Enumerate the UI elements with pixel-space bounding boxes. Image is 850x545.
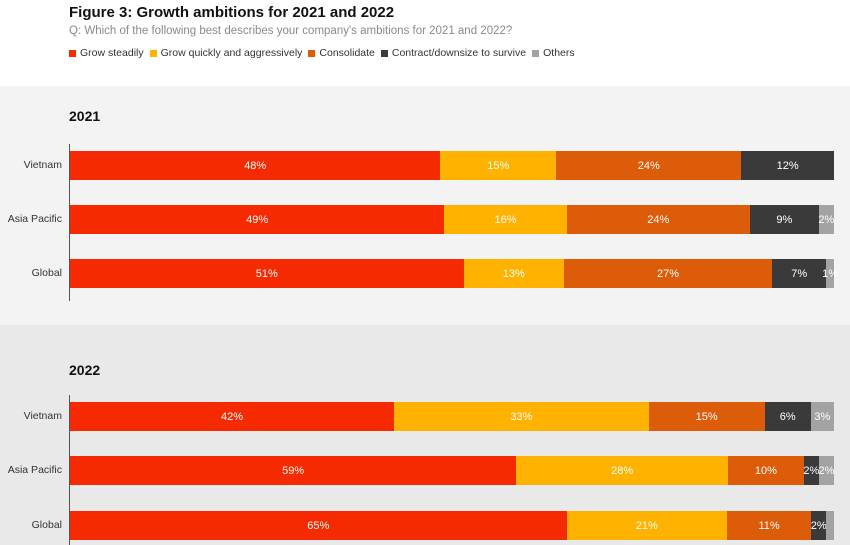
data-label: 49%	[246, 213, 269, 226]
data-label: 33%	[510, 410, 533, 423]
bar-segment: 28%	[516, 456, 729, 485]
bar-segment: 6%	[764, 402, 811, 431]
data-label: 24%	[637, 159, 660, 172]
panel-2022: 2022 Vietnam 42% 33% 15% 6% 3% Asia Pacific 59% 2…	[0, 325, 850, 545]
category-label: Vietnam	[23, 410, 62, 422]
bar-segment: 7%	[772, 259, 827, 288]
legend-swatch	[149, 49, 157, 57]
bar-segment: 1%	[822, 259, 838, 288]
data-label: 15%	[695, 410, 718, 423]
bar-segment: 51%	[70, 259, 464, 288]
data-label: 48%	[244, 159, 267, 172]
legend-swatch	[532, 49, 540, 57]
data-label: 2%	[810, 519, 827, 532]
data-label: 16%	[494, 213, 517, 226]
bar-segment: 24%	[566, 205, 750, 234]
bar-segment: 2%	[803, 456, 820, 485]
data-label: 9%	[776, 213, 793, 226]
bar-segment: 42%	[70, 402, 395, 431]
legend: Grow steadily Grow quickly and aggressive…	[69, 47, 581, 59]
data-label: 24%	[647, 213, 670, 226]
panel-2021: 2021 Vietnam 48% 15% 24% 12% Asia Pacific 49% 16…	[0, 86, 850, 325]
data-label: 51%	[255, 267, 278, 280]
chart-header: Figure 3: Growth ambitions for 2021 and …	[0, 0, 850, 86]
stacked-bar: 51% 13% 27% 7% 1%	[70, 259, 838, 288]
data-label: 27%	[657, 267, 680, 280]
stacked-bar: 49% 16% 24% 9% 2%	[70, 205, 834, 234]
data-label: 65%	[307, 519, 330, 532]
bar-segment: 13%	[463, 259, 564, 288]
bar-segment: 15%	[440, 151, 557, 180]
legend-item: Contract/downsize to survive	[380, 47, 527, 59]
legend-item: Others	[532, 47, 575, 59]
stacked-bar: 59% 28% 10% 2% 2%	[70, 456, 834, 485]
chart-year-title: 2022	[69, 362, 101, 378]
legend-label: Contract/downsize to survive	[391, 47, 527, 59]
bar-segment: 15%	[648, 402, 765, 431]
legend-swatch	[69, 49, 76, 57]
bar-segment: 12%	[741, 151, 834, 180]
bar-segment: 3%	[810, 402, 834, 431]
bar-segment: 49%	[70, 205, 445, 234]
category-label: Asia Pacific	[7, 213, 62, 225]
bar-segment: 48%	[70, 151, 441, 180]
legend-label: Grow quickly and aggressively	[160, 47, 303, 59]
category-label: Asia Pacific	[7, 464, 62, 476]
category-label: Vietnam	[23, 159, 62, 171]
data-label: 2%	[818, 464, 835, 477]
data-label: 10%	[754, 464, 777, 477]
bar-segment: 2%	[818, 456, 835, 485]
data-label: 15%	[487, 159, 510, 172]
chart-subtitle: Q: Which of the following best describes…	[69, 25, 513, 37]
bar-segment	[826, 511, 834, 540]
legend-item: Grow steadily	[69, 47, 144, 59]
legend-item: Consolidate	[308, 47, 375, 59]
bar-segment: 11%	[727, 511, 812, 540]
bar-segment: 59%	[70, 456, 517, 485]
stacked-bar: 65% 21% 11% 2%	[70, 511, 834, 540]
category-label: Global	[31, 267, 62, 279]
data-label: 3%	[814, 410, 831, 423]
bar-segment: 21%	[566, 511, 728, 540]
bar-segment: 16%	[444, 205, 567, 234]
bar-segment: 2%	[818, 205, 835, 234]
chart-year-title: 2021	[69, 108, 101, 124]
data-label: 6%	[779, 410, 796, 423]
category-label: Global	[31, 519, 62, 531]
bar-segment: 33%	[394, 402, 649, 431]
legend-label: Others	[543, 47, 575, 59]
bar-segment: 9%	[749, 205, 819, 234]
data-label: 12%	[776, 159, 799, 172]
data-label: 2%	[818, 213, 835, 226]
bar-segment: 65%	[70, 511, 567, 540]
data-label: 42%	[221, 410, 244, 423]
legend-item: Grow quickly and aggressively	[149, 47, 303, 59]
legend-swatch	[380, 49, 388, 57]
data-label: 7%	[791, 267, 808, 280]
data-label: 59%	[282, 464, 305, 477]
data-label: 28%	[611, 464, 634, 477]
category-axis	[69, 144, 70, 301]
data-label: 13%	[502, 267, 525, 280]
bar-segment: 10%	[728, 456, 804, 485]
data-label: 2%	[803, 464, 820, 477]
legend-label: Grow steadily	[80, 47, 144, 59]
legend-label: Consolidate	[319, 47, 375, 59]
data-label: 21%	[635, 519, 658, 532]
chart-title: Figure 3: Growth ambitions for 2021 and …	[69, 4, 395, 21]
stacked-bar: 42% 33% 15% 6% 3%	[70, 402, 834, 431]
data-label: 11%	[758, 519, 780, 532]
data-label: 1%	[822, 267, 839, 280]
bar-segment: 24%	[556, 151, 742, 180]
legend-swatch	[308, 49, 316, 57]
category-axis	[69, 395, 70, 545]
bar-segment: 2%	[810, 511, 827, 540]
stacked-bar: 48% 15% 24% 12%	[70, 151, 834, 180]
bar-segment: 27%	[563, 259, 773, 288]
